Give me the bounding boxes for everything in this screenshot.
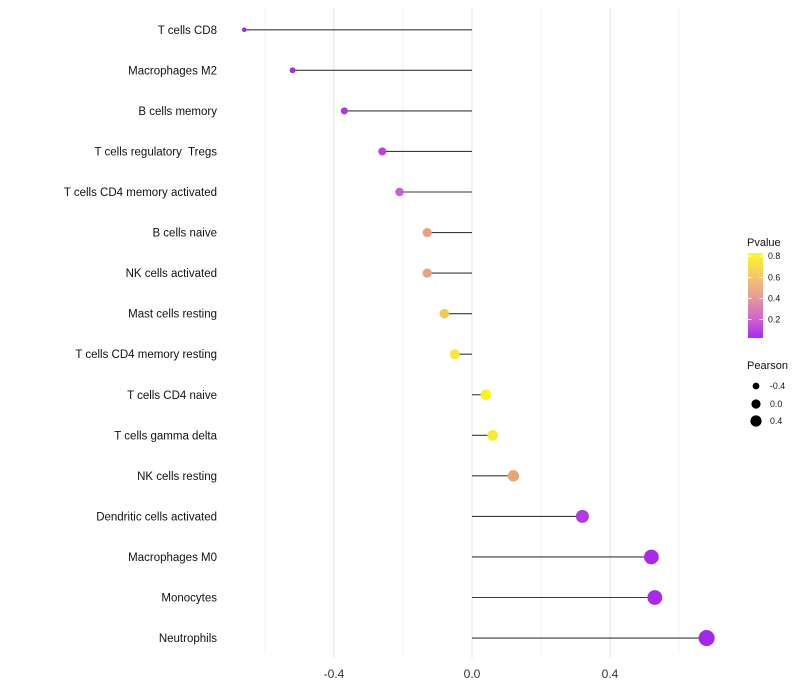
row-label: T cells CD4 memory resting (75, 349, 217, 361)
x-tick-label: 0.0 (464, 667, 481, 681)
lollipop-dot (422, 227, 432, 238)
pearson-legend-title: Pearson (747, 360, 788, 372)
x-tick-label: -0.4 (324, 667, 345, 681)
lollipop-dot (289, 67, 296, 74)
row-label: T cells gamma delta (114, 430, 217, 442)
pvalue-tick-label: 0.2 (768, 314, 780, 324)
lollipop-dot (575, 509, 589, 523)
pvalue-legend-title: Pvalue (747, 237, 781, 249)
lollipop-dot (647, 590, 663, 605)
pvalue-tick-label: 0.6 (768, 272, 780, 282)
row-label: T cells CD4 memory activated (64, 187, 217, 199)
pvalue-tick-label: 0.4 (768, 293, 780, 303)
row-label: Neutrophils (159, 633, 217, 645)
lollipop-dot (422, 268, 432, 278)
pearson-legend-label: 0.4 (770, 416, 782, 426)
row-label: Dendritic cells activated (96, 511, 217, 523)
x-tick-label: 0.4 (602, 667, 619, 681)
row-label: NK cells resting (137, 471, 217, 483)
row-label: NK cells activated (126, 268, 217, 280)
lollipop-dot (644, 549, 659, 565)
row-label: Macrophages M0 (128, 552, 217, 564)
lollipop-dot (698, 629, 715, 647)
pearson-legend-dot (751, 399, 761, 409)
row-label: Macrophages M2 (128, 65, 217, 77)
lollipop-dot (378, 147, 387, 156)
pvalue-colorbar (748, 253, 763, 338)
row-label: B cells memory (138, 106, 217, 118)
pearson-legend-dot (752, 382, 760, 390)
row-label: T cells regulatory Tregs (94, 146, 217, 158)
row-label: T cells CD8 (158, 25, 217, 37)
lollipop-dot (395, 187, 404, 197)
lollipop-dot (480, 389, 492, 401)
row-label: Monocytes (161, 593, 217, 605)
pearson-legend-label: 0.0 (770, 399, 782, 409)
lollipop-dot (487, 429, 499, 441)
row-label: B cells naive (152, 228, 217, 240)
lollipop-dot (241, 27, 247, 33)
row-label: Mast cells resting (128, 309, 217, 321)
lollipop-dot (507, 470, 520, 482)
lollipop-dot (340, 107, 348, 115)
lollipop-dot (439, 308, 450, 319)
pearson-legend-dot (750, 415, 762, 427)
row-label: T cells CD4 naive (127, 390, 217, 402)
lollipop-dot (449, 349, 460, 360)
pearson-legend-label: -0.4 (770, 381, 785, 391)
pvalue-tick-label: 0.8 (768, 251, 780, 261)
